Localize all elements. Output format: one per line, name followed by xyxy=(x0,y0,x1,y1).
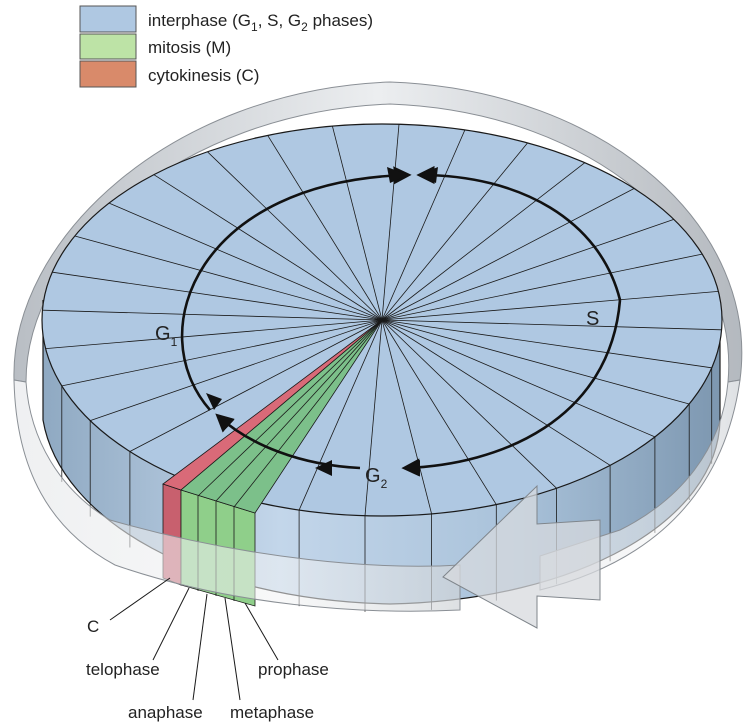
legend-item-cytokinesis: cytokinesis (C) xyxy=(79,60,259,88)
legend-label-interphase: interphase (G1, S, G2 phases) xyxy=(148,11,373,34)
spoke-line xyxy=(381,319,712,369)
arrow-top-right xyxy=(416,165,622,301)
legend-label-mitosis: mitosis (M) xyxy=(148,38,231,57)
spoke-line xyxy=(381,319,656,438)
legend-item-interphase: interphase (G1, S, G2 phases) xyxy=(79,5,373,34)
spoke-line xyxy=(381,319,611,466)
cycle-arrowheads xyxy=(206,167,438,476)
top-mitosis-div-3 xyxy=(233,319,383,508)
ring-front-band xyxy=(13,379,461,612)
label-g2: G2 xyxy=(365,465,388,491)
label-anaphase: anaphase xyxy=(128,703,203,722)
arrowhead-g2 xyxy=(405,460,420,476)
spoke-line xyxy=(381,319,497,505)
leader-prophase xyxy=(244,602,279,661)
leader-metaphase xyxy=(224,597,241,701)
spoke-line xyxy=(381,188,635,321)
spoke-line xyxy=(381,319,432,514)
leader-anaphase xyxy=(192,593,208,701)
arrow-bottom-right xyxy=(401,299,622,477)
label-prophase: prophase xyxy=(258,660,329,679)
spoke-line xyxy=(153,174,383,321)
arrow-bottom-left xyxy=(215,413,361,470)
spoke-line xyxy=(52,271,383,321)
label-g1: G1 xyxy=(155,323,178,349)
arrowhead-bottom xyxy=(315,460,332,476)
spoke-line xyxy=(381,219,674,321)
spoke-line xyxy=(381,124,400,321)
ring-front xyxy=(13,379,741,629)
legend-label-cytokinesis: cytokinesis (C) xyxy=(148,66,259,85)
arrowhead-top-2 xyxy=(418,167,438,183)
spoke-line xyxy=(381,291,719,321)
spoke-line xyxy=(90,319,383,421)
spoke-line xyxy=(298,319,383,511)
legend-swatch-mitosis xyxy=(79,33,137,60)
label-s: S xyxy=(586,308,599,330)
spoke-line xyxy=(267,135,383,321)
spoke-line xyxy=(381,129,466,321)
label-c: C xyxy=(87,617,99,636)
spoke-line xyxy=(381,319,690,405)
spoke-line xyxy=(74,235,383,321)
spoke-line xyxy=(61,319,383,387)
disc-top xyxy=(41,123,723,517)
spoke-line xyxy=(42,309,383,321)
top-mitosis-div-1 xyxy=(197,319,383,497)
label-telophase: telophase xyxy=(86,660,160,679)
arrowhead-top-1 xyxy=(387,167,408,183)
spoke-line xyxy=(332,126,383,321)
leader-telophase xyxy=(152,587,190,661)
stage-leader-lines xyxy=(109,577,279,701)
legend: interphase (G1, S, G2 phases) mitosis (M… xyxy=(79,5,373,88)
spoke-line xyxy=(108,202,383,321)
cycle-direction-arrow xyxy=(442,484,601,629)
spoke-line xyxy=(381,142,528,321)
spoke-line xyxy=(381,253,703,321)
spoke-line xyxy=(381,319,722,331)
top-mitosis-div-2 xyxy=(215,319,383,502)
legend-item-mitosis: mitosis (M) xyxy=(79,33,231,60)
spoke-line xyxy=(381,319,557,489)
cycle-arrows xyxy=(180,165,622,477)
arrowhead-left xyxy=(206,393,222,410)
spoke-line xyxy=(45,319,383,349)
legend-swatch-cytokinesis xyxy=(79,60,137,88)
spoke-line xyxy=(364,319,383,516)
label-metaphase: metaphase xyxy=(230,703,314,722)
spoke-line xyxy=(129,319,383,452)
arrow-top-left xyxy=(180,166,412,411)
spoke-line xyxy=(207,151,383,321)
legend-swatch-interphase xyxy=(79,5,137,33)
spoke-line xyxy=(381,162,586,321)
leader-c xyxy=(109,577,171,621)
